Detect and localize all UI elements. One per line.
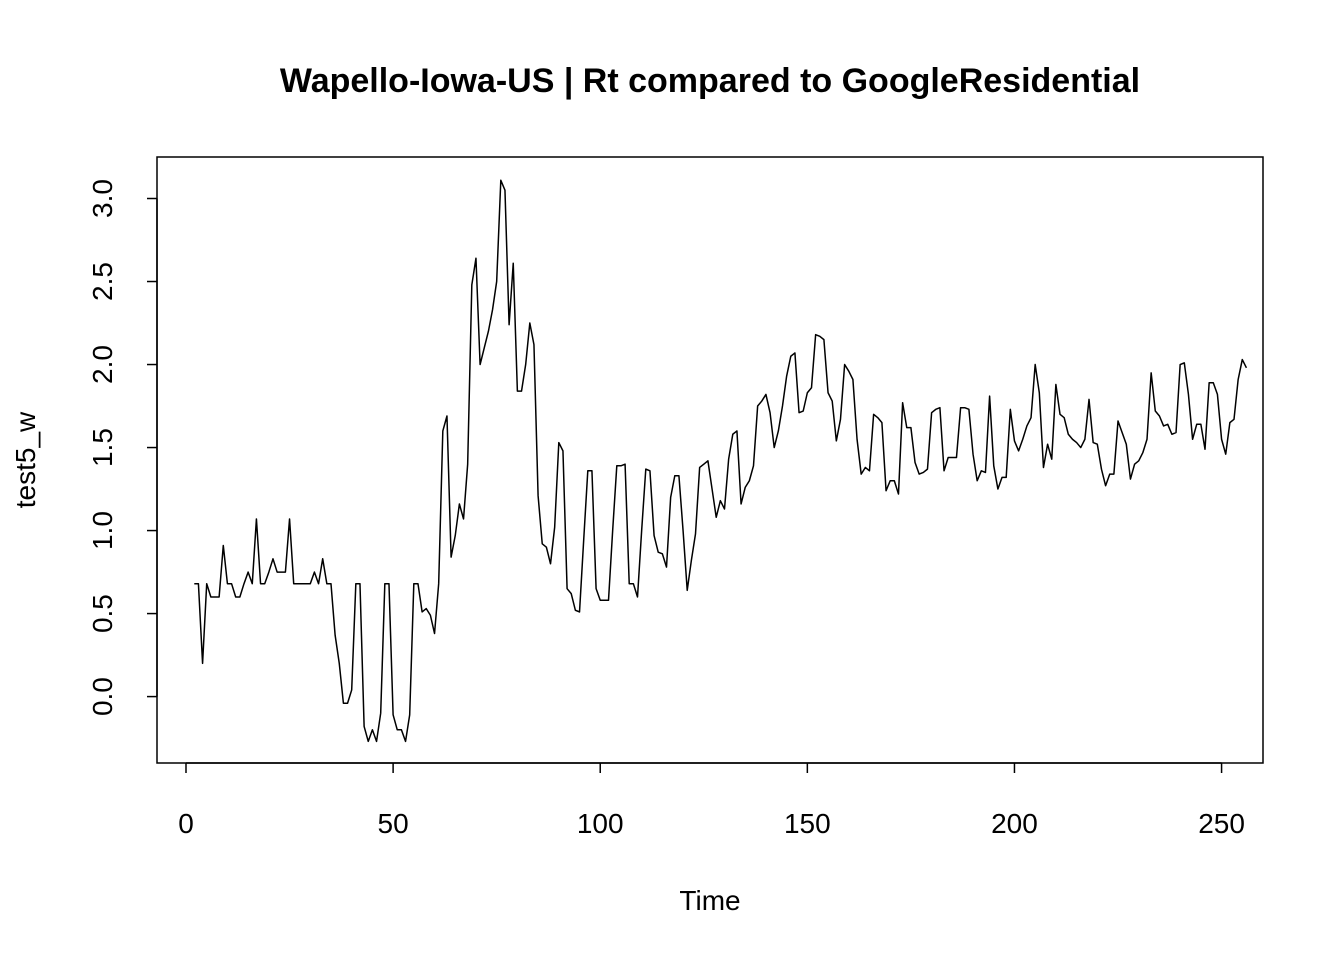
x-tick-label: 150 — [784, 808, 831, 839]
x-axis-label: Time — [679, 885, 740, 916]
y-tick-label: 0.0 — [87, 677, 118, 716]
x-tick-label: 100 — [577, 808, 624, 839]
y-tick-label: 2.0 — [87, 345, 118, 384]
x-tick-label: 0 — [178, 808, 194, 839]
x-tick-label: 50 — [378, 808, 409, 839]
chart-title: Wapello-Iowa-US | Rt compared to GoogleR… — [280, 62, 1140, 100]
y-tick-label: 0.5 — [87, 594, 118, 633]
plot-frame — [156, 156, 1264, 764]
series-line-test5_w — [194, 179, 1248, 743]
x-tick-label: 200 — [991, 808, 1038, 839]
y-axis: 0.0 0.5 1.0 1.5 2.0 2.5 3.0 — [87, 179, 158, 716]
y-tick-label: 3.0 — [87, 179, 118, 218]
x-axis: 0 50 100 150 200 250 — [178, 762, 1245, 839]
series-layer — [194, 179, 1248, 743]
y-tick-label: 2.5 — [87, 262, 118, 301]
x-tick-label: 250 — [1198, 808, 1245, 839]
y-tick-label: 1.0 — [87, 511, 118, 550]
y-axis-label: test5_w — [10, 411, 41, 508]
y-tick-label: 1.5 — [87, 428, 118, 467]
